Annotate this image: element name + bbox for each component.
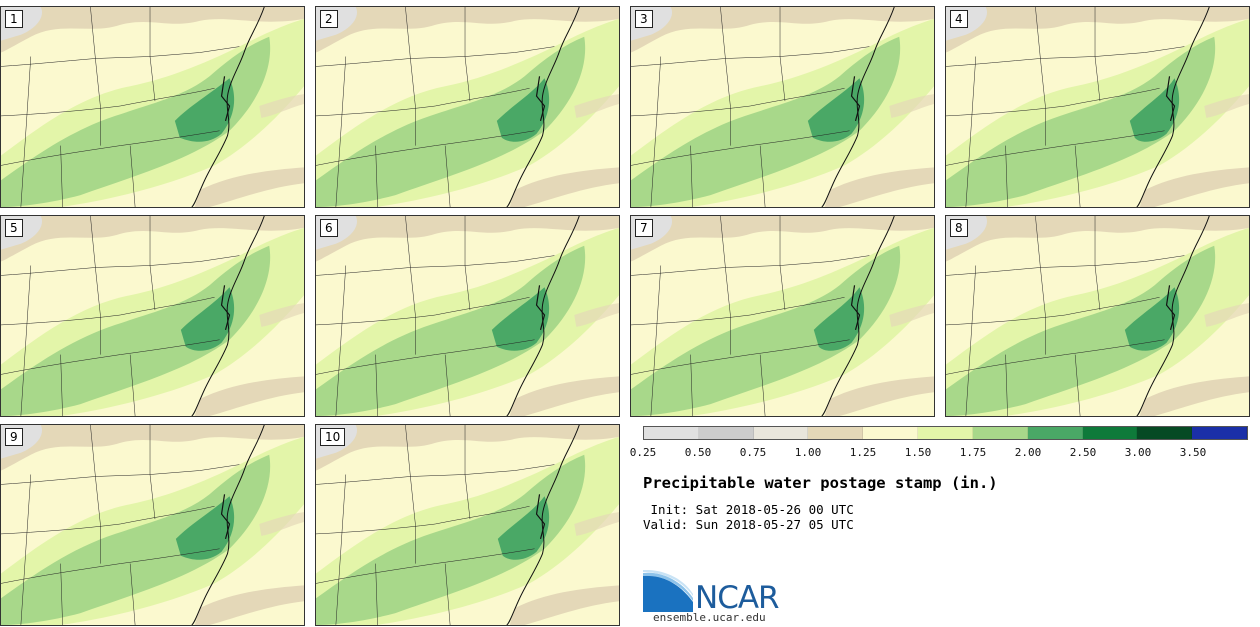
legend-swatch xyxy=(972,427,1028,439)
legend-tick: 1.50 xyxy=(904,446,932,459)
legend-swatch xyxy=(644,427,699,439)
legend-swatch xyxy=(698,427,754,439)
legend-tick: 3.50 xyxy=(1179,446,1207,459)
map-panel-5: 5 xyxy=(0,215,305,417)
legend-swatch xyxy=(863,427,919,439)
legend-swatch xyxy=(1192,427,1247,439)
legend-swatch xyxy=(1082,427,1138,439)
map-panel-10: 10 xyxy=(315,424,620,626)
legend-tick: 2.00 xyxy=(1014,446,1042,459)
init-time: Init: Sat 2018-05-26 00 UTC xyxy=(643,502,854,517)
ncar-logo-text: NCAR xyxy=(695,580,780,616)
legend-swatch xyxy=(1027,427,1083,439)
map-panel-4: 4 xyxy=(945,6,1250,208)
legend-tick: 3.00 xyxy=(1124,446,1152,459)
panel-number-label: 9 xyxy=(5,428,23,446)
panel-number-label: 5 xyxy=(5,219,23,237)
figure-title: Precipitable water postage stamp (in.) xyxy=(643,474,998,492)
legend-tick: 0.75 xyxy=(739,446,767,459)
legend-tick-labels: 0.25 0.50 0.75 1.00 1.25 1.50 1.75 2.00 2.50 3.00… xyxy=(630,446,1248,460)
legend-swatch xyxy=(918,427,973,439)
panel-number-label: 1 xyxy=(5,10,23,28)
ncar-logo-icon xyxy=(643,570,693,612)
legend-tick: 1.75 xyxy=(959,446,987,459)
panel-number-label: 4 xyxy=(950,10,968,28)
map-panel-9: 9 xyxy=(0,424,305,626)
panel-number-label: 2 xyxy=(320,10,338,28)
map-panel-2: 2 xyxy=(315,6,620,208)
map-panel-7: 7 xyxy=(630,215,935,417)
panel-number-label: 10 xyxy=(320,428,346,446)
legend-swatch xyxy=(808,427,864,439)
map-panel-6: 6 xyxy=(315,215,620,417)
legend-tick: 1.25 xyxy=(849,446,877,459)
panel-number-label: 7 xyxy=(635,219,653,237)
panel-number-label: 3 xyxy=(635,10,653,28)
map-panel-8: 8 xyxy=(945,215,1250,417)
legend-swatch xyxy=(1137,427,1193,439)
ncar-url: ensemble.ucar.edu xyxy=(653,611,766,624)
panel-number-label: 8 xyxy=(950,219,968,237)
legend-tick: 2.50 xyxy=(1069,446,1097,459)
legend-tick: 1.00 xyxy=(794,446,822,459)
color-legend xyxy=(643,426,1248,440)
map-panel-1: 1 xyxy=(0,6,305,208)
panel-number-label: 6 xyxy=(320,219,338,237)
legend-tick: 0.50 xyxy=(684,446,712,459)
valid-time: Valid: Sun 2018-05-27 05 UTC xyxy=(643,517,854,532)
legend-swatch xyxy=(753,427,809,439)
legend-tick: 0.25 xyxy=(629,446,657,459)
map-panel-3: 3 xyxy=(630,6,935,208)
